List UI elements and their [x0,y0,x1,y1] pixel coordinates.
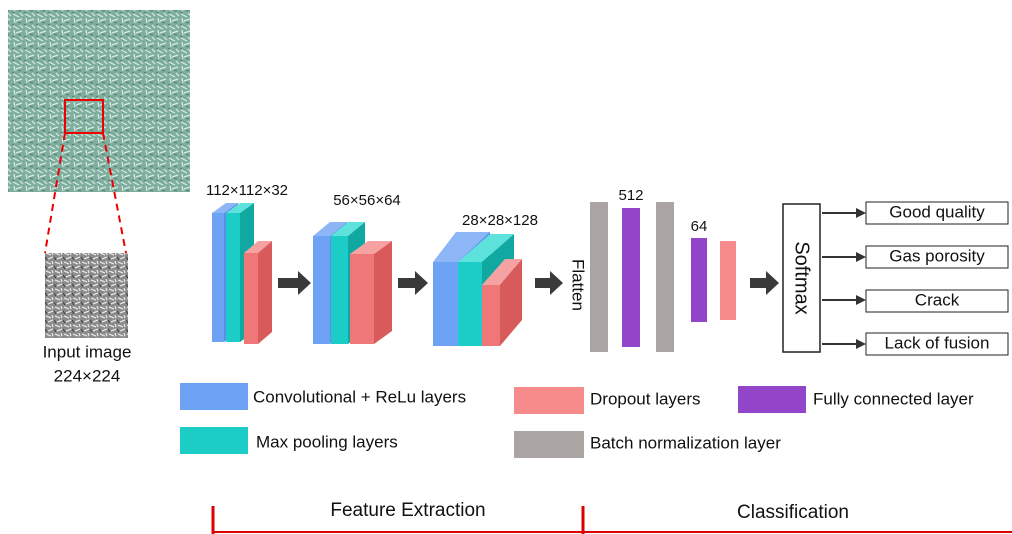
output-arrows [822,208,866,349]
batch-norm [590,202,608,352]
legend-label: Fully connected layer [813,389,974,408]
legend-label: Convolutional + ReLu layers [253,387,466,406]
legend-label: Batch normalization layer [590,433,781,452]
dropout [720,241,736,320]
output-label: Gas porosity [889,246,985,265]
legend-swatch [738,386,806,413]
block-label: 28×28×128 [462,212,538,229]
output-label: Good quality [889,202,985,221]
diagram: Input image 224×224 112×112×32 56×56×64 … [0,0,1012,534]
input-size: 224×224 [54,366,121,385]
input-crop [45,253,128,338]
legend-swatch [514,431,584,458]
dense-label: 64 [691,218,708,235]
output-label: Lack of fusion [885,333,990,352]
legend-swatch [180,427,248,454]
dense-layer [622,208,640,347]
dense-label: 512 [618,187,643,204]
conv-block [313,222,392,344]
conv-block [433,232,522,346]
section-label: Feature Extraction [330,500,485,521]
softmax-label: Softmax [791,241,813,314]
block-label: 112×112×32 [206,182,288,199]
conv-block [212,203,272,344]
batch-norm [656,202,674,352]
arrow [398,271,428,295]
legend-label: Dropout layers [590,389,701,408]
dense-layer [691,238,707,322]
legend-label: Max pooling layers [256,432,398,451]
legend-swatch [514,387,584,414]
arrow [535,271,563,295]
flatten-label: Flatten [569,259,588,311]
legend-swatch [180,383,248,410]
block-label: 56×56×64 [333,192,401,209]
input-label: Input image [43,342,132,361]
arrow [750,271,779,295]
arrow [278,271,311,295]
section-label: Classification [737,502,849,523]
output-label: Crack [915,290,960,309]
